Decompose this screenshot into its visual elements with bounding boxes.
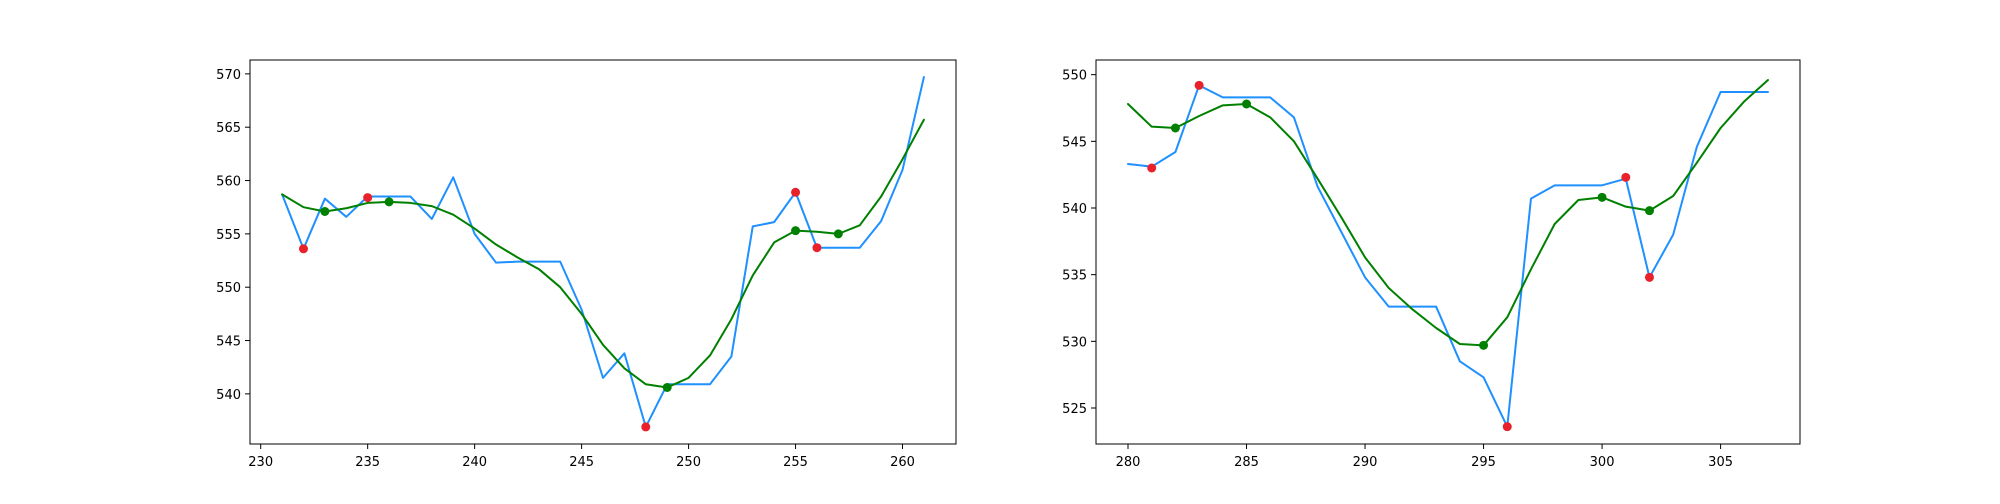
x-tick-label: 300 xyxy=(1590,455,1615,470)
y-tick-label: 570 xyxy=(216,68,241,83)
x-tick-label: 255 xyxy=(783,455,808,470)
y-tick-label: 545 xyxy=(216,335,241,350)
x-tick-label: 260 xyxy=(890,455,915,470)
y-tick-label: 550 xyxy=(1062,69,1087,84)
x-tick-label: 230 xyxy=(248,455,273,470)
x-tick-label: 245 xyxy=(569,455,594,470)
series-line-2 xyxy=(1127,79,1769,347)
axes-frame xyxy=(249,59,957,445)
green-marker-2 xyxy=(1242,99,1252,109)
x-tick-label: 250 xyxy=(676,455,701,470)
x-tick-label: 305 xyxy=(1708,455,1733,470)
red-marker-1 xyxy=(1147,163,1157,173)
y-tick-label: 565 xyxy=(216,121,241,136)
y-tick-label: 540 xyxy=(1062,202,1087,217)
x-tick-label: 280 xyxy=(1116,455,1141,470)
series-line-2 xyxy=(281,118,925,389)
red-marker-3 xyxy=(641,422,651,432)
green-marker-1 xyxy=(320,206,330,216)
green-marker-4 xyxy=(791,226,801,236)
x-tick-label: 290 xyxy=(1353,455,1378,470)
red-marker-5 xyxy=(1644,272,1654,282)
x-tick-label: 285 xyxy=(1234,455,1259,470)
axes-frame xyxy=(1095,59,1801,445)
y-tick-label: 555 xyxy=(216,228,241,243)
y-tick-label: 535 xyxy=(1062,269,1087,284)
x-tick-label: 295 xyxy=(1471,455,1496,470)
chart-panel-1: 230 235 240 245 250 255 260 540 545 550 555 560 565 5… xyxy=(216,59,957,470)
green-marker-5 xyxy=(833,229,843,239)
chart-panel-2: 280 285 290 295 300 305 525 530 535 540 545 550 xyxy=(1062,59,1801,470)
green-marker-1 xyxy=(1170,123,1180,133)
green-marker-5 xyxy=(1644,206,1654,216)
green-marker-2 xyxy=(384,197,394,207)
red-marker-1 xyxy=(298,244,308,254)
green-marker-4 xyxy=(1597,192,1607,202)
red-marker-2 xyxy=(1194,80,1204,90)
x-tick-label: 235 xyxy=(355,455,380,470)
series-line-1 xyxy=(281,76,925,428)
y-tick-label: 540 xyxy=(216,388,241,403)
green-marker-3 xyxy=(1479,340,1489,350)
red-marker-2 xyxy=(363,193,373,203)
green-marker-3 xyxy=(662,382,672,392)
y-tick-label: 530 xyxy=(1062,335,1087,350)
x-tick-label: 240 xyxy=(462,455,487,470)
y-tick-label: 545 xyxy=(1062,135,1087,150)
red-marker-4 xyxy=(1621,172,1631,182)
y-tick-label: 550 xyxy=(216,281,241,296)
red-marker-4 xyxy=(791,187,801,197)
y-tick-label: 525 xyxy=(1062,402,1087,417)
series-line-1 xyxy=(1127,84,1769,428)
red-marker-5 xyxy=(812,243,822,253)
y-tick-label: 560 xyxy=(216,175,241,190)
red-marker-3 xyxy=(1502,422,1512,432)
